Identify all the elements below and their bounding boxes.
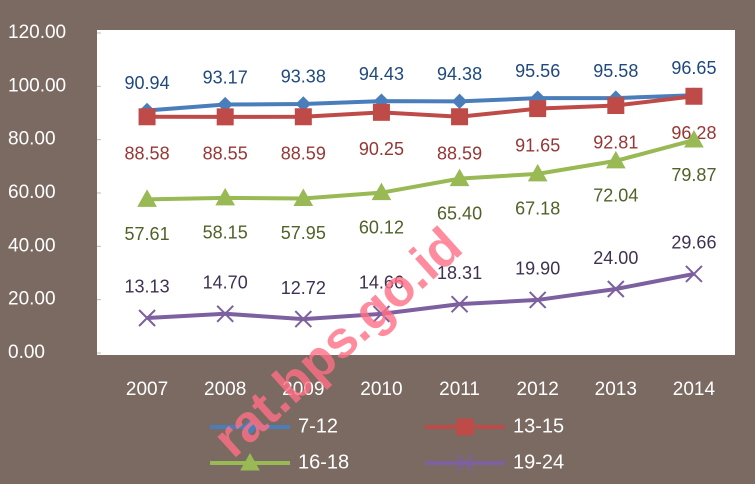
- marker: [685, 265, 703, 283]
- marker: [456, 418, 474, 436]
- marker: [684, 129, 704, 148]
- marker: [216, 108, 234, 126]
- data-label: 58.15: [203, 223, 248, 243]
- data-label: 14.66: [359, 273, 404, 293]
- marker: [456, 454, 474, 472]
- data-label: 65.40: [437, 203, 482, 223]
- legend-label: 7-12: [298, 415, 338, 437]
- marker: [607, 280, 625, 298]
- data-label: 96.65: [671, 58, 716, 78]
- line: [147, 94, 695, 119]
- x-tick-label: 2007: [126, 379, 168, 400]
- data-label: 88.58: [125, 144, 170, 164]
- data-label: 14.70: [203, 273, 248, 293]
- x-tick-label: 2014: [673, 379, 716, 400]
- line: [147, 138, 695, 202]
- y-tick-label: 0.00: [8, 342, 45, 363]
- marker: [449, 168, 470, 187]
- y-tick-label: 40.00: [8, 235, 56, 256]
- data-label: 24.00: [593, 248, 638, 268]
- data-label: 94.38: [437, 64, 482, 84]
- data-label: 95.58: [593, 61, 638, 81]
- y-tick-label: 60.00: [8, 182, 56, 203]
- marker: [242, 419, 258, 435]
- data-label: 60.12: [359, 217, 404, 237]
- x-tick-label: 2013: [595, 379, 637, 400]
- data-label: 94.43: [359, 64, 404, 84]
- data-label: 18.31: [437, 263, 482, 283]
- data-label: 57.61: [125, 224, 170, 244]
- marker: [529, 100, 547, 118]
- y-tick-label: 100.00: [8, 75, 66, 96]
- data-label: 92.81: [593, 132, 638, 152]
- data-label: 93.17: [203, 67, 248, 87]
- x-tick-label: 2008: [204, 379, 246, 400]
- data-label: 12.72: [281, 278, 326, 298]
- x-tick-label: 2010: [360, 379, 402, 400]
- marker: [371, 182, 392, 201]
- y-tick-label: 120.00: [8, 22, 66, 43]
- line: [146, 93, 695, 113]
- marker: [138, 108, 156, 126]
- line: [146, 271, 695, 322]
- data-label: 67.18: [515, 199, 560, 219]
- marker: [216, 305, 234, 323]
- data-label: 95.56: [515, 61, 560, 81]
- data-label: 88.59: [437, 144, 482, 164]
- marker: [294, 310, 313, 328]
- series: 90.94 93.17 93.38 94.43 94.38 95.56 95.58 96.65: [125, 58, 716, 119]
- marker: [137, 189, 157, 207]
- data-label: 19.90: [515, 259, 560, 279]
- data-label: 90.25: [359, 139, 404, 159]
- marker: [240, 452, 260, 471]
- x-tick-label: 2011: [439, 379, 480, 400]
- data-label: 91.65: [515, 135, 560, 155]
- series: 13.13 14.70 12.72 14.66 18.31 19.90 24.00 29.66: [125, 233, 716, 328]
- data-label: 13.13: [125, 277, 170, 297]
- marker: [372, 305, 391, 323]
- data-label: 93.38: [281, 67, 326, 87]
- marker: [372, 103, 390, 121]
- marker: [451, 108, 469, 126]
- marker: [138, 309, 156, 327]
- marker: [293, 188, 314, 206]
- data-label: 88.55: [203, 144, 248, 164]
- series: 57.61 58.15 57.95 60.12 65.40 67.18 72.04 79.87: [125, 129, 716, 244]
- legend-label: 19-24: [513, 451, 564, 473]
- marker: [607, 97, 625, 115]
- marker: [605, 150, 626, 169]
- marker: [528, 291, 547, 309]
- marker: [215, 187, 236, 206]
- data-label: 90.94: [125, 73, 170, 93]
- marker: [450, 295, 469, 313]
- data-label: 72.04: [593, 186, 638, 206]
- data-label: 57.95: [281, 223, 326, 243]
- data-label: 88.59: [281, 144, 326, 164]
- y-tick-label: 20.00: [8, 289, 56, 310]
- data-label: 29.66: [671, 233, 716, 253]
- plot-area: [97, 30, 735, 355]
- marker: [685, 87, 703, 105]
- y-tick-label: 80.00: [8, 129, 56, 150]
- legend-label: 13-15: [513, 415, 564, 437]
- data-label: 79.87: [671, 165, 716, 185]
- x-tick-label: 2012: [517, 379, 559, 400]
- marker: [294, 108, 312, 126]
- legend-label: 16-18: [298, 451, 349, 473]
- x-tick-label: 2009: [282, 379, 324, 400]
- marker: [527, 163, 548, 182]
